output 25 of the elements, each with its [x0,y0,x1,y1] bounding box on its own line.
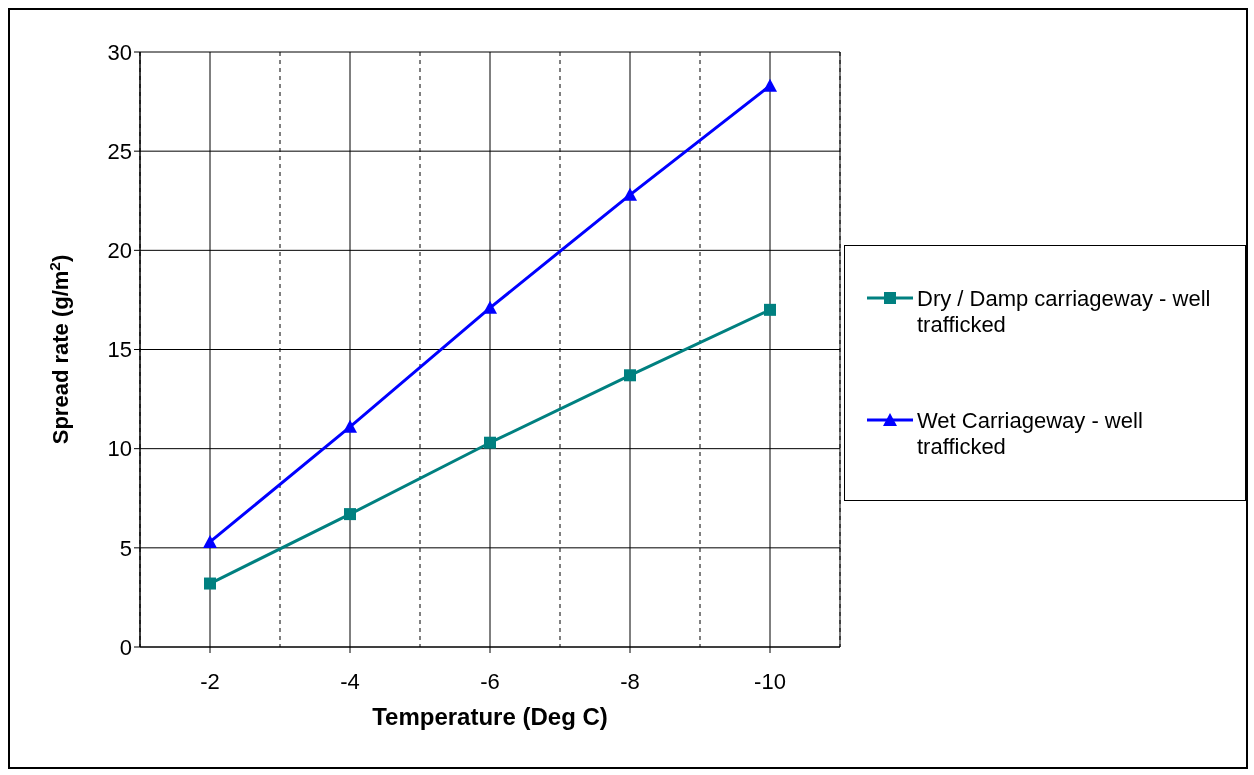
point [203,534,217,548]
x-tick-label: -6 [480,668,500,694]
y-tick-label: 10 [107,436,132,462]
point [483,300,497,314]
y-tick-label: 15 [107,337,132,363]
x-tick-label: -10 [754,668,786,694]
x-axis-title: Temperature (Deg C) [372,703,608,730]
point [624,369,636,382]
legend-label: Wet Carriageway - well trafficked [917,408,1144,460]
y-tick-label: 25 [107,138,132,164]
y-tick-label: 5 [119,535,132,561]
y-tick-label: 20 [107,238,132,264]
point [764,303,776,316]
y-tick-label: 30 [107,39,132,65]
point [623,187,637,201]
point [484,436,496,449]
x-tick-label: -4 [340,668,360,694]
x-tick-label: -8 [620,668,640,694]
point [763,78,777,92]
x-tick-label: -2 [200,668,220,694]
y-tick-label: 0 [119,634,132,660]
point [204,577,216,590]
point [344,508,356,521]
legend-label: Dry / Damp carriageway - well trafficked [917,286,1212,338]
point [343,419,357,433]
